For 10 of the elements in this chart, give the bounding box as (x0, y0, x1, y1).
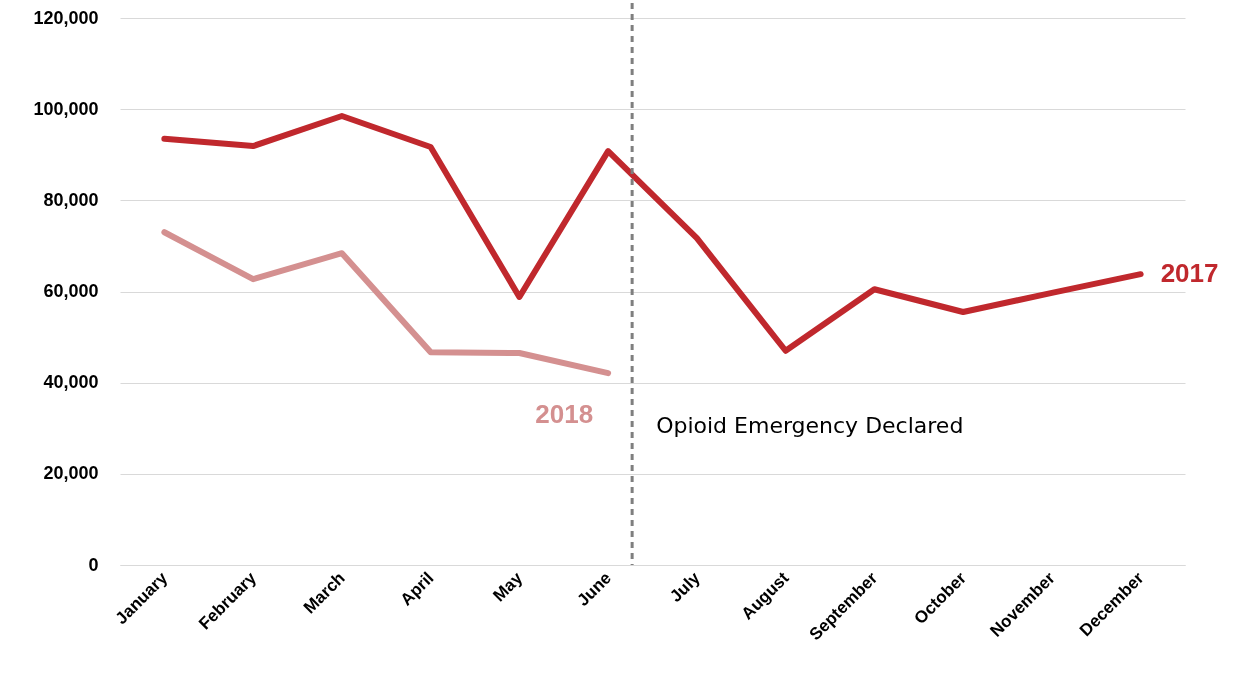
y-tick-label: 0 (88, 554, 99, 575)
y-tick-label: 120,000 (33, 7, 99, 28)
y-tick-label: 20,000 (43, 463, 99, 484)
y-tick-label: 80,000 (43, 189, 99, 210)
series-label: 2018 (535, 399, 594, 430)
ref-line-label: Opioid Emergency Declared (656, 412, 964, 438)
y-tick-label: 40,000 (43, 372, 99, 393)
series-label: 2017 (1160, 258, 1219, 289)
y-tick-label: 100,000 (33, 98, 99, 119)
y-tick-label: 60,000 (43, 281, 99, 301)
